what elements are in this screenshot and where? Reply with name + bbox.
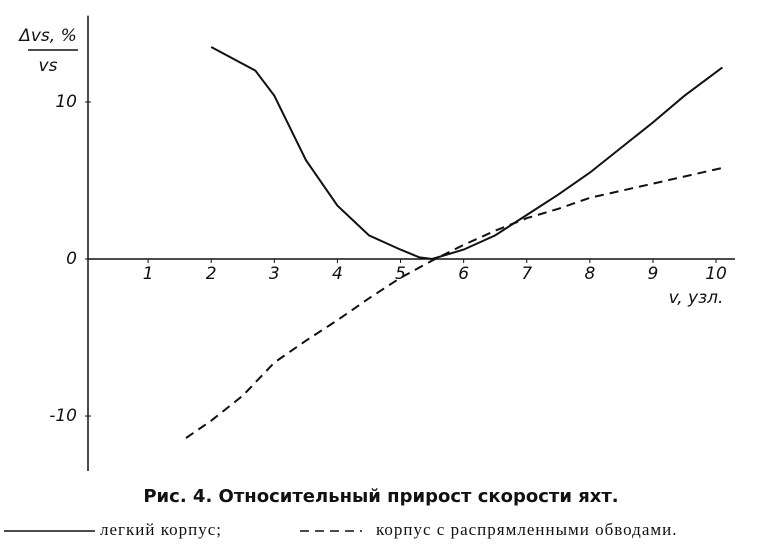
y-label-numerator: Δvs, % — [17, 26, 77, 46]
x-tick-label: 6 — [458, 264, 469, 284]
legend-label: корпус с распрямленными обводами. — [376, 520, 677, 539]
x-tick-label: 8 — [584, 264, 595, 284]
series-line — [185, 166, 723, 439]
legend-label: легкий корпус; — [100, 520, 222, 539]
y-label-denominator: vs — [39, 56, 58, 76]
x-tick-label: 7 — [521, 264, 532, 284]
x-tick-label: 10 — [705, 264, 727, 284]
chart-title: Рис. 4. Относительный прирост скорости я… — [143, 486, 618, 507]
x-tick-label: 1 — [143, 264, 154, 284]
x-label: v, узл. — [669, 288, 724, 308]
y-tick-label: 10 — [55, 92, 77, 112]
x-tick-label: 9 — [648, 264, 659, 284]
x-tick-label: 4 — [332, 264, 343, 284]
x-tick-label: 3 — [269, 264, 280, 284]
series-line — [210, 46, 723, 261]
y-tick-label: 0 — [66, 249, 77, 269]
x-tick-label: 2 — [206, 264, 217, 284]
x-tick-label: 5 — [395, 264, 406, 284]
y-tick-label: -10 — [49, 406, 77, 426]
